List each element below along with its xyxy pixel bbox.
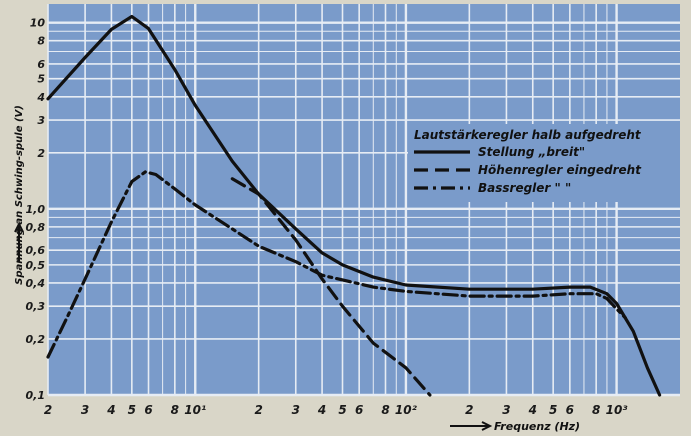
- x-tick-label-0: 2: [44, 403, 52, 417]
- x-tick-label-2: 4: [106, 403, 115, 417]
- y-tick-label-10: 4: [36, 91, 45, 104]
- x-tick-label-18: 6: [566, 403, 574, 417]
- x-tick-label-10: 5: [338, 403, 346, 417]
- y-tick-label-5: 0,6: [26, 244, 46, 257]
- x-tick-label-15: 3: [502, 403, 510, 417]
- x-tick-label-1: 3: [81, 403, 89, 417]
- y-tick-label-12: 6: [37, 58, 45, 71]
- x-tick-label-9: 4: [317, 403, 326, 417]
- legend-title: Lautstärkeregler halb aufgedreht: [414, 128, 642, 142]
- x-tick-label-13: 10²: [395, 403, 418, 417]
- y-tick-label-7: 1,0: [26, 203, 46, 216]
- x-tick-label-6: 10¹: [184, 403, 206, 417]
- x-tick-label-16: 4: [528, 403, 537, 417]
- x-tick-label-17: 5: [549, 403, 557, 417]
- y-tick-label-1: 0,2: [26, 333, 46, 346]
- x-tick-label-8: 3: [292, 403, 300, 417]
- legend: Lautstärkeregler halb aufgedreht Stellun…: [408, 124, 680, 202]
- x-tick-label-14: 2: [465, 403, 473, 417]
- y-tick-label-3: 0,4: [26, 277, 46, 290]
- series-line-1: [230, 177, 432, 397]
- y-tick-label-0: 0,1: [26, 389, 46, 402]
- y-axis-label: Spannung an Schwing-spule (V): [14, 105, 25, 285]
- series-line-2: [46, 170, 627, 359]
- y-axis-arrow: [14, 221, 24, 262]
- axis-labels: Spannung an Schwing-spule (V) Frequenz (…: [14, 105, 580, 433]
- x-axis-label: Frequenz (Hz): [494, 420, 580, 433]
- y-tick-label-9: 3: [37, 114, 45, 127]
- y-tick-label-8: 2: [37, 147, 45, 160]
- x-tick-label-11: 6: [355, 403, 363, 417]
- y-tick-label-13: 8: [37, 35, 45, 48]
- y-tick-label-6: 0,8: [26, 221, 46, 234]
- y-tick-label-2: 0,3: [26, 300, 46, 313]
- series-line-0: [46, 14, 662, 397]
- x-tick-label-20: 10³: [606, 403, 629, 417]
- x-axis-arrow: [450, 421, 493, 431]
- tick-labels: 2 3 4 5 6 8 10¹ 2 3 4 5 6 8 10² 2 3 4 5 6 8 10³0,10,20,30,40…: [26, 17, 629, 417]
- x-tick-label-12: 8: [381, 403, 389, 417]
- legend-label-1: Höhenregler eingedreht: [478, 163, 642, 177]
- legend-label-0: Stellung „breit": [478, 145, 585, 159]
- y-tick-label-14: 10: [30, 17, 46, 30]
- y-tick-label-11: 5: [37, 73, 45, 86]
- y-tick-label-4: 0,5: [26, 259, 46, 272]
- x-tick-label-5: 8: [171, 403, 179, 417]
- x-tick-label-7: 2: [254, 403, 262, 417]
- x-tick-label-3: 5: [128, 403, 136, 417]
- series-group: [46, 14, 662, 397]
- x-tick-label-19: 8: [592, 403, 600, 417]
- x-tick-label-4: 6: [144, 403, 152, 417]
- legend-label-2: Bassregler " ": [478, 181, 571, 195]
